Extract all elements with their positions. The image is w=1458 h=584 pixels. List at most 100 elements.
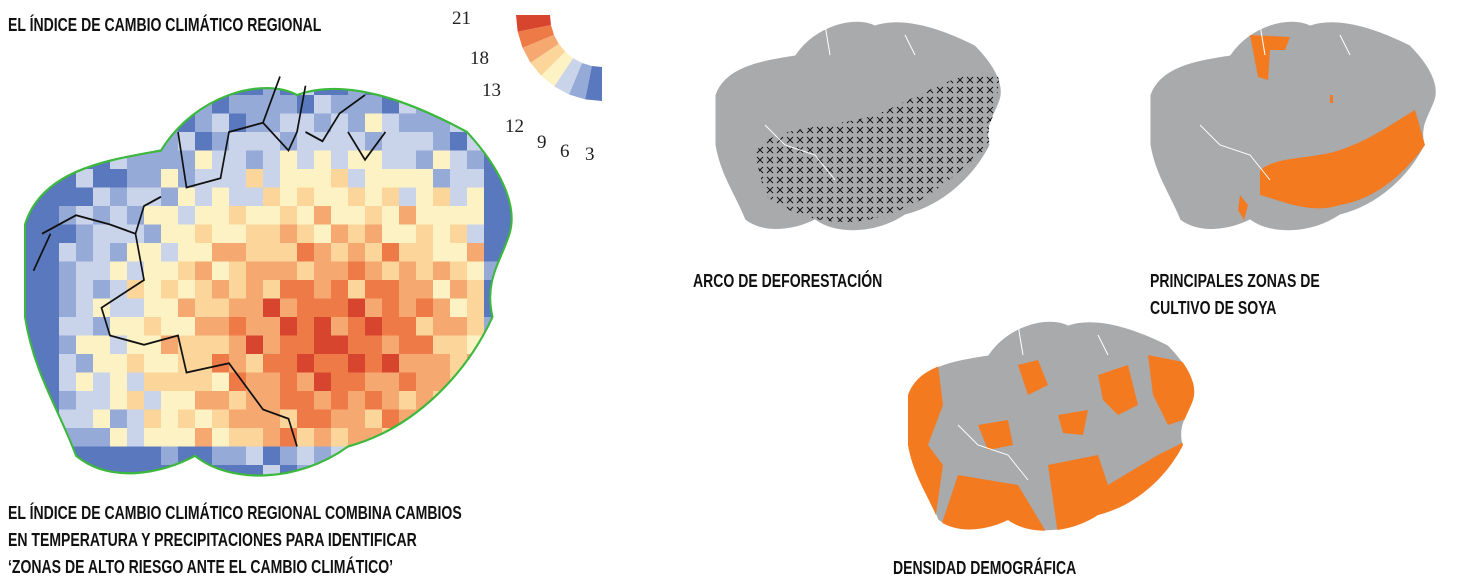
heat-cell (8, 447, 26, 466)
heat-cell (382, 243, 400, 262)
heat-cell (416, 225, 434, 244)
heat-cell (348, 58, 366, 77)
map-label: DENSIDAD DEMOGRÁFICA (893, 555, 1076, 582)
heat-cell (59, 225, 77, 244)
heat-cell (399, 132, 417, 151)
heat-cell (467, 151, 485, 170)
heat-cell (416, 354, 434, 373)
heat-cell (416, 151, 434, 170)
heat-cell (450, 391, 468, 410)
heat-cell (42, 206, 60, 225)
heat-cell (42, 317, 60, 336)
heat-cell (382, 280, 400, 299)
heat-cell (263, 354, 281, 373)
heat-cell (450, 225, 468, 244)
heat-cell (8, 169, 26, 188)
heat-cell (127, 410, 145, 429)
heat-cell (399, 114, 417, 133)
heat-cell (280, 114, 298, 133)
heat-cell (348, 77, 366, 96)
heat-cell (331, 280, 349, 299)
heat-cell (59, 243, 77, 262)
heat-cell (8, 95, 26, 114)
heat-cell (229, 243, 247, 262)
heat-cell (8, 280, 26, 299)
heat-cell (314, 262, 332, 281)
heat-cell (212, 151, 230, 170)
heat-cell (76, 280, 94, 299)
heat-cell (450, 447, 468, 466)
heat-cell (127, 58, 145, 77)
heat-cell (280, 169, 298, 188)
heat-cell (348, 336, 366, 355)
heat-cell (212, 299, 230, 318)
heat-cell (178, 243, 196, 262)
heat-cell (229, 225, 247, 244)
heat-cell (144, 132, 162, 151)
heat-cell (42, 114, 60, 133)
heat-cell (42, 336, 60, 355)
heat-cell (127, 132, 145, 151)
heat-cell (178, 188, 196, 207)
heat-cell (348, 391, 366, 410)
heat-cell (433, 132, 451, 151)
heat-cell (229, 447, 247, 466)
heat-cell (450, 77, 468, 96)
heat-cell (144, 391, 162, 410)
heat-cell (246, 428, 264, 447)
heat-cell (25, 410, 43, 429)
heat-cell (314, 77, 332, 96)
heat-cell (178, 428, 196, 447)
heat-cell (433, 410, 451, 429)
heat-cell (467, 114, 485, 133)
heat-cell (42, 169, 60, 188)
heat-cell (110, 188, 128, 207)
map-label: CULTIVO DE SOYA (1150, 295, 1276, 322)
heat-cell (93, 354, 111, 373)
heat-cell (212, 280, 230, 299)
heat-cell (8, 428, 26, 447)
page: 21181312963 EL ÍNDICE DE CAMBIO CLIMÁTIC… (0, 0, 1458, 584)
heat-cell (178, 280, 196, 299)
legend-label: 13 (482, 80, 501, 101)
heat-cell (450, 336, 468, 355)
heat-cell (25, 447, 43, 466)
heat-cell (246, 225, 264, 244)
heat-cell (110, 243, 128, 262)
heat-cell (195, 280, 213, 299)
heat-cell (467, 225, 485, 244)
caption: EL ÍNDICE DE CAMBIO CLIMÁTICO REGIONAL C… (8, 500, 462, 527)
heat-cell (246, 447, 264, 466)
heat-cell (382, 447, 400, 466)
heat-cell (450, 428, 468, 447)
heat-cell (280, 447, 298, 466)
heat-cell (484, 336, 502, 355)
heat-cell (195, 206, 213, 225)
heat-cell (433, 243, 451, 262)
heat-cell (467, 299, 485, 318)
heat-cell (161, 188, 179, 207)
heat-cell (195, 132, 213, 151)
heat-cell (450, 373, 468, 392)
heat-cell (263, 225, 281, 244)
heat-cell (25, 169, 43, 188)
legend-label: 21 (452, 8, 471, 29)
heat-cell (484, 225, 502, 244)
heat-cell (178, 299, 196, 318)
heat-cell (76, 77, 94, 96)
heat-cell (331, 169, 349, 188)
heat-cell (144, 373, 162, 392)
heat-cell (467, 243, 485, 262)
heat-cell (76, 410, 94, 429)
heat-cell (195, 373, 213, 392)
heat-cell (263, 428, 281, 447)
heat-cell (25, 243, 43, 262)
heat-cell (127, 95, 145, 114)
caption: ‘ZONAS DE ALTO RIESGO ANTE EL CAMBIO CLI… (8, 554, 393, 581)
heat-cell (212, 206, 230, 225)
heat-cell (229, 206, 247, 225)
heat-cell (314, 410, 332, 429)
heat-cell (297, 299, 315, 318)
heat-cell (501, 354, 519, 373)
heat-cell (127, 373, 145, 392)
